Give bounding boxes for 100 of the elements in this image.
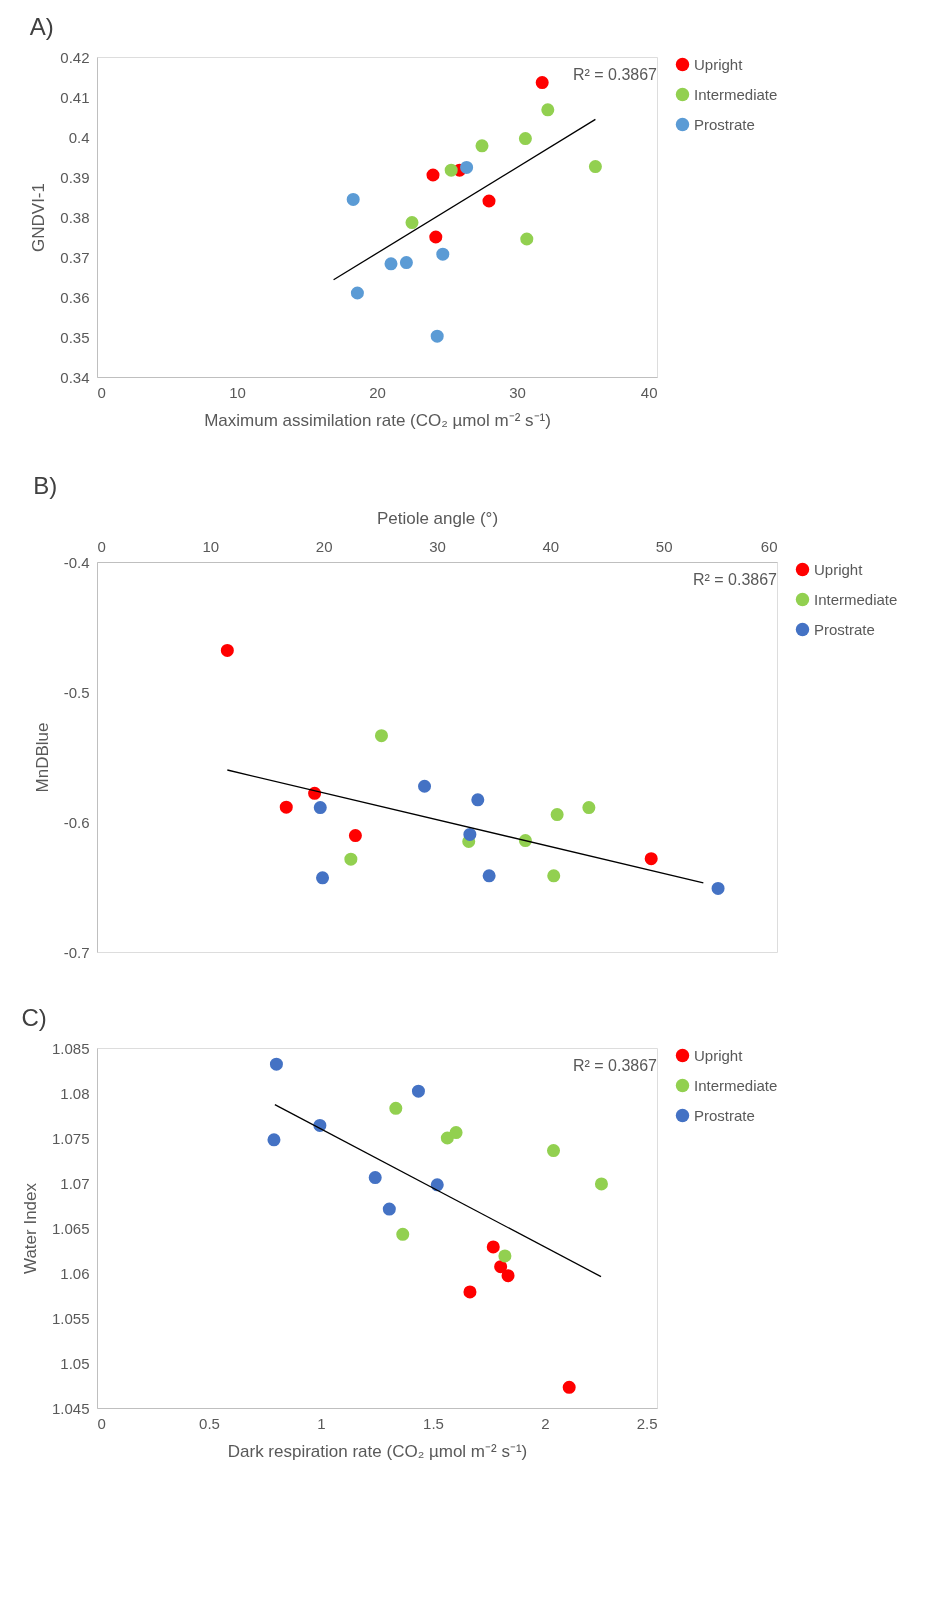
x-tick-label: 10 xyxy=(229,383,246,401)
x-tick-label: 30 xyxy=(509,383,526,401)
legend-label: Intermediate xyxy=(814,590,898,608)
y-tick-label: 0.38 xyxy=(60,208,90,226)
point xyxy=(482,869,496,883)
point xyxy=(449,1126,463,1140)
x-axis-title: Petiole angle (°) xyxy=(376,508,499,528)
y-axis-title: MnDBlue xyxy=(32,722,52,793)
annotation: R² = 0.3867 xyxy=(572,1057,658,1074)
point xyxy=(269,1057,283,1071)
point xyxy=(405,216,419,230)
point xyxy=(550,808,564,822)
point xyxy=(547,869,561,883)
point xyxy=(546,1144,561,1158)
point xyxy=(411,1084,425,1098)
y-tick-label: 0.42 xyxy=(60,48,90,66)
point xyxy=(711,881,725,895)
legend-label: Intermediate xyxy=(694,1076,778,1094)
point xyxy=(346,192,360,206)
legend-label: Prostrate xyxy=(694,1106,755,1124)
legend-label: Upright xyxy=(694,55,744,73)
y-tick-label: 0.37 xyxy=(60,248,90,266)
legend-label: Upright xyxy=(694,1046,744,1064)
point xyxy=(316,871,330,885)
point xyxy=(350,286,364,300)
y-tick-label: 1.085 xyxy=(51,1039,90,1057)
point xyxy=(426,168,440,182)
point xyxy=(460,160,474,174)
chart-title: B) xyxy=(33,472,58,499)
x-tick-label: 1 xyxy=(317,1414,326,1432)
legend-label: Upright xyxy=(814,560,864,578)
y-tick-label: 0.41 xyxy=(60,88,90,106)
y-tick-label: -0.7 xyxy=(63,943,90,961)
y-tick-label: 1.06 xyxy=(60,1264,90,1282)
x-tick-label: 20 xyxy=(369,383,386,401)
point xyxy=(494,1260,508,1274)
point xyxy=(344,852,358,866)
point xyxy=(518,132,532,146)
point xyxy=(520,232,534,246)
chart-title: A) xyxy=(29,13,54,40)
y-axis-title: Water Index xyxy=(20,1182,40,1275)
point xyxy=(429,230,443,244)
y-tick-label: 1.045 xyxy=(51,1399,90,1417)
y-tick-label: 1.055 xyxy=(51,1309,90,1327)
x-tick-label: 40 xyxy=(542,537,560,555)
legend-label: Prostrate xyxy=(694,115,755,133)
x-tick-label: 60 xyxy=(760,537,778,555)
y-tick-label: 0.34 xyxy=(60,368,90,386)
y-tick-label: -0.5 xyxy=(63,683,90,701)
point xyxy=(582,801,596,815)
point xyxy=(541,103,555,117)
point xyxy=(562,1380,576,1394)
point xyxy=(382,1202,396,1216)
point xyxy=(594,1177,608,1191)
x-tick-label: 0.5 xyxy=(199,1414,220,1432)
y-tick-label: 1.075 xyxy=(51,1129,90,1147)
point xyxy=(374,729,388,743)
point xyxy=(471,793,485,807)
point xyxy=(279,800,293,814)
y-tick-label: 0.39 xyxy=(60,168,90,186)
chart-title: C) xyxy=(21,1004,47,1031)
x-tick-label: 30 xyxy=(429,537,446,555)
point xyxy=(535,76,549,90)
x-tick-label: 10 xyxy=(202,537,220,555)
point xyxy=(396,1227,410,1241)
x-tick-label: 0 xyxy=(97,383,106,401)
x-tick-label: 2.5 xyxy=(636,1414,658,1432)
point xyxy=(482,194,496,208)
point xyxy=(644,852,658,866)
x-tick-label: 1.5 xyxy=(423,1414,444,1432)
legend-label: Prostrate xyxy=(814,620,875,638)
point xyxy=(348,829,362,843)
legend-label: Intermediate xyxy=(694,85,778,103)
x-tick-label: 40 xyxy=(640,383,658,401)
point xyxy=(389,1101,403,1115)
point xyxy=(486,1240,500,1254)
point xyxy=(220,643,234,657)
annotation: R² = 0.3867 xyxy=(692,571,778,588)
point xyxy=(463,1285,477,1299)
x-tick-label: 0 xyxy=(97,1414,106,1432)
x-tick-label: 20 xyxy=(315,537,333,555)
x-axis-title: Dark respiration rate (CO₂ µmol m⁻² s⁻¹) xyxy=(227,1441,528,1461)
y-tick-label: 0.35 xyxy=(60,328,90,346)
point xyxy=(475,139,489,153)
y-tick-label: 1.07 xyxy=(60,1174,90,1192)
point xyxy=(463,827,477,841)
y-tick-label: 1.065 xyxy=(51,1219,90,1237)
point xyxy=(418,779,432,793)
point xyxy=(444,163,458,177)
y-tick-label: 1.05 xyxy=(60,1354,90,1372)
point xyxy=(368,1171,382,1185)
y-tick-label: 0.4 xyxy=(68,128,90,146)
y-tick-label: 1.08 xyxy=(60,1084,90,1102)
x-tick-label: 2 xyxy=(541,1414,550,1432)
point xyxy=(588,160,602,174)
x-tick-label: 0 xyxy=(97,537,106,555)
y-axis-title: GNDVI-1 xyxy=(29,183,49,252)
y-tick-label: -0.4 xyxy=(63,553,90,571)
x-axis-title: Maximum assimilation rate (CO₂ µmol m⁻² s⁻¹) xyxy=(204,410,551,430)
y-tick-label: -0.6 xyxy=(63,813,90,831)
